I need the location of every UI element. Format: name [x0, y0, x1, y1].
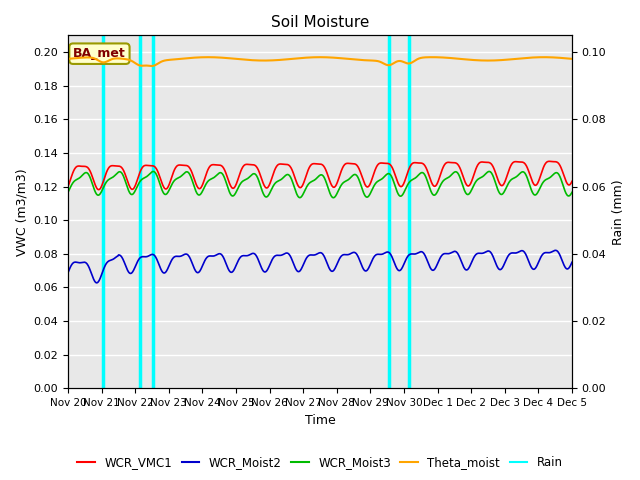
Y-axis label: VWC (m3/m3): VWC (m3/m3) — [15, 168, 28, 256]
Y-axis label: Rain (mm): Rain (mm) — [612, 179, 625, 245]
X-axis label: Time: Time — [305, 414, 335, 427]
Legend: WCR_VMC1, WCR_Moist2, WCR_Moist3, Theta_moist, Rain: WCR_VMC1, WCR_Moist2, WCR_Moist3, Theta_… — [72, 452, 568, 474]
Text: BA_met: BA_met — [73, 47, 126, 60]
Title: Soil Moisture: Soil Moisture — [271, 15, 369, 30]
